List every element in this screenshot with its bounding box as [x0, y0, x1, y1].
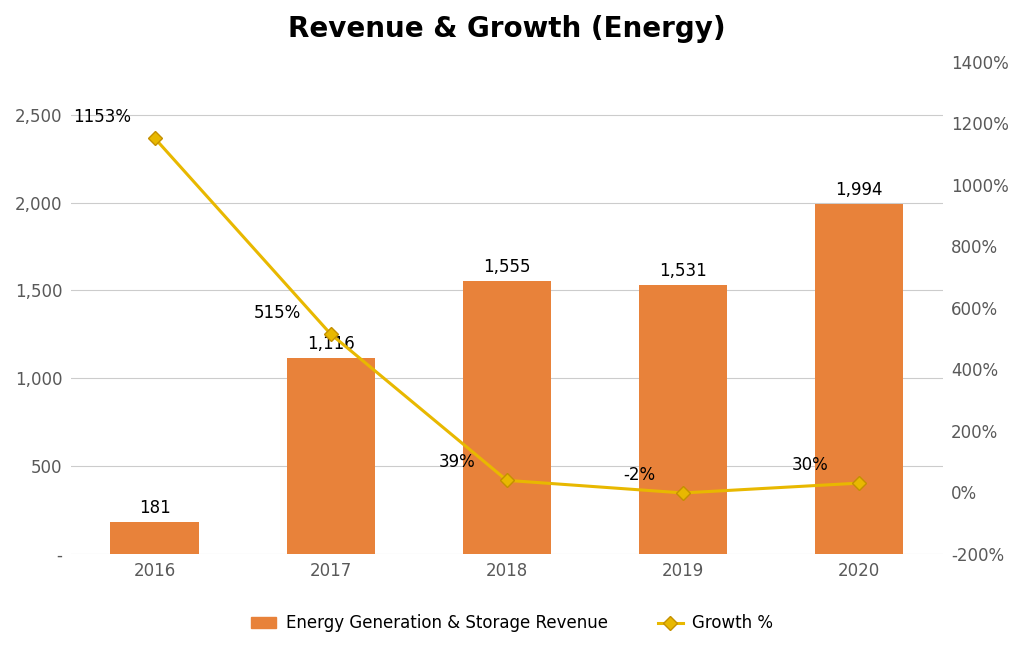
Text: 1,116: 1,116 [307, 335, 354, 353]
Growth % [677, 489, 689, 497]
Text: 515%: 515% [254, 303, 301, 322]
Bar [287, 358, 375, 554]
Bar [815, 203, 903, 554]
Legend: Energy Generation & Storage Revenue, Growth %: Energy Generation & Storage Revenue, Gro… [244, 608, 780, 639]
Text: -2%: -2% [623, 466, 655, 484]
Bar [111, 522, 199, 554]
Growth % [148, 134, 161, 142]
Bar [463, 281, 551, 554]
Text: 1,994: 1,994 [836, 181, 883, 199]
Text: 181: 181 [138, 499, 170, 517]
Line: Growth %: Growth % [150, 133, 864, 498]
Text: 1153%: 1153% [73, 108, 131, 126]
Growth % [501, 476, 513, 484]
Bar [639, 285, 727, 554]
Text: 1,555: 1,555 [483, 258, 530, 276]
Growth % [325, 330, 337, 338]
Text: 39%: 39% [439, 453, 476, 471]
Text: 30%: 30% [792, 456, 828, 474]
Growth % [853, 479, 865, 487]
Title: Revenue & Growth (Energy): Revenue & Growth (Energy) [288, 15, 726, 43]
Text: 1,531: 1,531 [659, 262, 707, 280]
